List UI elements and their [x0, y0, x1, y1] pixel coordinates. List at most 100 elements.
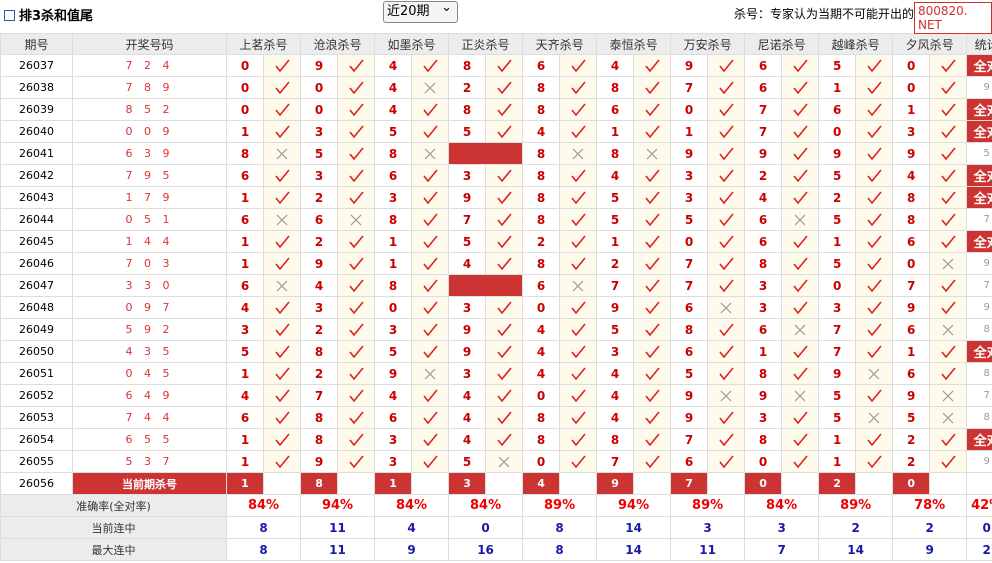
check-icon	[423, 168, 438, 182]
kill-number: 0	[892, 54, 931, 77]
check-icon	[645, 124, 660, 138]
kill-number: 5	[226, 340, 264, 363]
stat: 9	[966, 450, 992, 473]
kill-result	[781, 274, 820, 297]
current-label: 当前期杀号	[72, 472, 227, 495]
kill-result	[559, 252, 598, 275]
kill-number: 4	[596, 384, 635, 407]
kill-number: 8	[448, 54, 487, 77]
kill-result	[559, 164, 598, 187]
kill-result	[559, 406, 598, 429]
kill-result	[781, 362, 820, 385]
check-icon	[275, 388, 290, 402]
site-label: 800820. NET	[914, 2, 992, 34]
kill-result	[633, 296, 672, 319]
check-icon	[719, 58, 734, 72]
kill-number: 3	[670, 164, 709, 187]
period-select[interactable]: 近20期	[383, 0, 458, 23]
check-icon	[497, 388, 512, 402]
check-icon	[645, 80, 660, 94]
summary-value: 11	[670, 538, 746, 561]
kill-number: 6	[226, 406, 264, 429]
kill-result	[337, 274, 376, 297]
note: 杀号：专家认为当期不可能开出的	[733, 7, 914, 21]
kill-number: 1	[818, 230, 857, 253]
kill-number: 2	[892, 428, 931, 451]
kill-number: 6	[892, 230, 931, 253]
stat: 8	[966, 406, 992, 429]
kill-result	[929, 164, 968, 187]
check-icon	[571, 454, 586, 468]
kill-number: 2	[744, 164, 783, 187]
kill-result	[337, 296, 376, 319]
check-icon	[867, 322, 882, 336]
kill-number: 5	[300, 142, 339, 165]
check-icon	[941, 80, 956, 94]
check-icon	[349, 58, 364, 72]
kill-number: 0	[374, 296, 413, 319]
kill-number: 7	[818, 340, 857, 363]
kill-number: 4	[744, 186, 783, 209]
kill-result	[337, 340, 376, 363]
kill-result	[411, 406, 450, 429]
kill-result	[781, 54, 820, 77]
kill-number: 4	[448, 406, 487, 429]
kill-result	[929, 142, 968, 165]
kill-number: 4	[448, 428, 487, 451]
kill-result	[411, 274, 450, 297]
draw-number: 7 0 3	[72, 252, 227, 275]
cross-icon	[942, 324, 954, 335]
check-icon	[497, 410, 512, 424]
summary-value: 14	[596, 538, 672, 561]
check-icon	[793, 234, 808, 248]
kill-result	[411, 208, 450, 231]
check-icon	[719, 410, 734, 424]
check-icon	[941, 58, 956, 72]
summary-value: 9	[374, 538, 450, 561]
check-icon	[645, 168, 660, 182]
kill-number: 2	[448, 76, 487, 99]
check-icon	[423, 102, 438, 116]
kill-result	[411, 384, 450, 407]
kill-number: 9	[670, 54, 709, 77]
check-icon	[719, 234, 734, 248]
check-icon	[941, 102, 956, 116]
check-icon	[719, 366, 734, 380]
kill-result	[411, 252, 450, 275]
issue: 26051	[0, 362, 73, 385]
stat: 9	[966, 296, 992, 319]
check-icon	[867, 124, 882, 138]
summary-value: 11	[300, 516, 376, 539]
kill-result	[411, 340, 450, 363]
kill-number: 1	[226, 428, 264, 451]
kill-number: 8	[522, 164, 561, 187]
kill-result	[485, 120, 524, 143]
kill-result	[411, 428, 450, 451]
kill-result	[929, 98, 968, 121]
cross-icon	[350, 214, 362, 225]
draw-number: 1 7 9	[72, 186, 227, 209]
check-icon	[793, 168, 808, 182]
kill-result	[337, 142, 376, 165]
kill-result	[559, 208, 598, 231]
issue: 26047	[0, 274, 73, 297]
kill-result	[411, 230, 450, 253]
kill-result	[559, 186, 598, 209]
check-icon	[497, 190, 512, 204]
check-icon	[423, 190, 438, 204]
summary-value: 4	[374, 516, 450, 539]
kill-number: 8	[522, 98, 561, 121]
kill-number: 8	[448, 98, 487, 121]
kill-result	[559, 98, 598, 121]
kill-result	[781, 340, 820, 363]
kill-number: 1	[596, 120, 635, 143]
kill-number: 2	[522, 230, 561, 253]
kill-result	[781, 186, 820, 209]
check-icon	[793, 454, 808, 468]
kill-number: 1	[596, 230, 635, 253]
check-icon	[497, 168, 512, 182]
kill-number: 3	[448, 362, 487, 385]
kill-result	[781, 384, 820, 407]
